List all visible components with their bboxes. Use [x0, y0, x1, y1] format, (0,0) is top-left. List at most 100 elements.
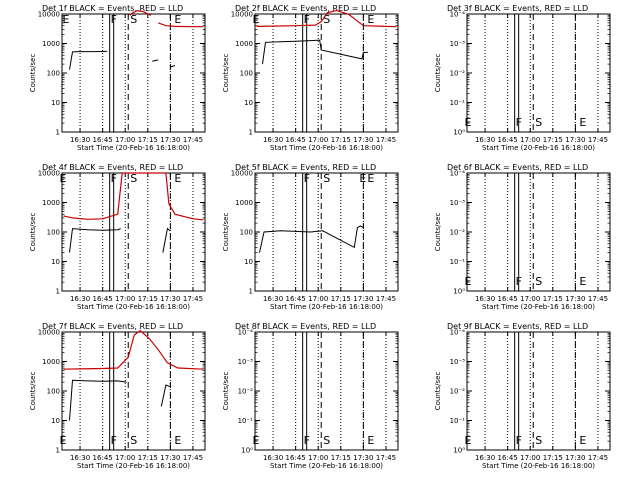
- events-series-line: [69, 227, 171, 253]
- x-tick-label: 17:15: [331, 295, 351, 303]
- x-tick-label: 16:30: [475, 295, 495, 303]
- y-tick-label: 1: [249, 288, 253, 296]
- x-axis-label: Start Time (20-Feb-16 16:18:00): [270, 303, 383, 311]
- x-tick-label: 17:30: [353, 136, 373, 144]
- x-axis-label: Start Time (20-Feb-16 16:18:00): [482, 303, 595, 311]
- x-tick-label: 17:00: [308, 136, 328, 144]
- detector-panel-9: Det 9f BLACK = Events, RED = LLD 10⁰ 10⁻¹ 1…: [434, 322, 611, 470]
- y-tick-label: 10⁻¹: [450, 258, 466, 266]
- detector-panel-7: Det 7f BLACK = Events, RED = LLD 1 10 100 10…: [29, 322, 206, 470]
- eclipse-label: E: [174, 434, 181, 447]
- x-tick-label: 17:30: [565, 136, 585, 144]
- x-tick-label: 16:30: [263, 136, 283, 144]
- y-tick-label: 10⁻⁴: [238, 329, 254, 337]
- x-tick-label: 17:45: [376, 136, 396, 144]
- plot-frame: [254, 13, 399, 133]
- x-tick-label: 17:15: [543, 295, 563, 303]
- saa-label: S: [323, 172, 330, 185]
- y-axis-label: Counts/sec: [222, 213, 230, 252]
- y-tick-label: 1000: [42, 199, 60, 207]
- x-tick-label: 17:00: [115, 136, 135, 144]
- x-tick-label: 16:30: [70, 295, 90, 303]
- y-tick-label: 10⁻¹: [238, 417, 254, 425]
- x-tick-label: 17:45: [588, 454, 608, 462]
- y-axis-label: Counts/sec: [222, 54, 230, 93]
- y-tick-label: 10: [51, 99, 60, 107]
- y-tick-label: 10⁻²: [450, 229, 466, 237]
- x-tick-label: 17:30: [160, 136, 180, 144]
- eclipse-label: E: [579, 116, 586, 129]
- events-series-line: [259, 225, 364, 253]
- x-tick-label: 16:45: [286, 454, 306, 462]
- eclipse-label: E: [60, 172, 67, 185]
- x-tick-label: 16:45: [498, 454, 518, 462]
- x-tick-label: 17:00: [520, 136, 540, 144]
- flare-label: F: [516, 275, 522, 288]
- plot-frame: [466, 331, 611, 451]
- x-tick-label: 17:15: [543, 136, 563, 144]
- eclipse-label: E: [174, 172, 181, 185]
- y-tick-label: 1: [56, 129, 60, 137]
- panel-title: Det 9f BLACK = Events, RED = LLD: [447, 322, 588, 331]
- lld-series-line: [63, 172, 204, 221]
- plot-frame: [254, 331, 399, 451]
- x-tick-label: 17:00: [308, 295, 328, 303]
- y-tick-label: 10: [244, 99, 253, 107]
- y-tick-label: 10000: [38, 11, 60, 19]
- y-tick-label: 10⁻²: [450, 70, 466, 78]
- y-axis-label: Counts/sec: [29, 213, 37, 252]
- plot-frame: [61, 13, 206, 133]
- detector-panel-2: Det 2f BLACK = Events, RED = LLD 1 10 100 10…: [222, 4, 399, 152]
- eclipse-label: E: [174, 13, 181, 26]
- y-tick-label: 10⁰: [453, 447, 465, 455]
- y-tick-label: 100: [240, 229, 253, 237]
- y-tick-label: 10⁻¹: [450, 417, 466, 425]
- x-tick-label: 17:45: [183, 136, 203, 144]
- plot-frame: [466, 172, 611, 292]
- x-tick-label: 17:00: [520, 295, 540, 303]
- y-axis-label: Counts/sec: [29, 54, 37, 93]
- eclipse-label: E: [367, 13, 374, 26]
- x-tick-label: 17:45: [588, 136, 608, 144]
- panel-title: Det 1f BLACK = Events, RED = LLD: [42, 4, 183, 13]
- x-tick-label: 17:30: [565, 295, 585, 303]
- flare-label: F: [111, 13, 117, 26]
- x-tick-label: 17:30: [353, 295, 373, 303]
- x-tick-label: 17:00: [115, 295, 135, 303]
- x-axis-label: Start Time (20-Feb-16 16:18:00): [270, 462, 383, 470]
- flare-label: F: [516, 116, 522, 129]
- x-axis-label: Start Time (20-Feb-16 16:18:00): [77, 144, 190, 152]
- events-series-line: [262, 39, 368, 65]
- y-tick-label: 10⁻⁴: [450, 329, 466, 337]
- flare-label: F: [111, 172, 117, 185]
- eclipse-label: E: [253, 434, 260, 447]
- x-tick-label: 17:15: [543, 454, 563, 462]
- x-tick-label: 17:30: [160, 295, 180, 303]
- eclipse-label: E: [359, 172, 366, 185]
- panel-title: Det 4f BLACK = Events, RED = LLD: [42, 163, 183, 172]
- panel-title: Det 8f BLACK = Events, RED = LLD: [235, 322, 376, 331]
- saa-label: S: [130, 434, 137, 447]
- panel-title: Det 6f BLACK = Events, RED = LLD: [447, 163, 588, 172]
- y-tick-label: 10000: [231, 170, 253, 178]
- y-tick-label: 100: [240, 70, 253, 78]
- saa-label: S: [535, 116, 542, 129]
- x-tick-label: 17:00: [520, 454, 540, 462]
- plot-frame: [254, 172, 399, 292]
- y-tick-label: 1000: [235, 40, 253, 48]
- saa-label: S: [535, 434, 542, 447]
- lld-series-line: [129, 9, 204, 28]
- flare-label: F: [516, 434, 522, 447]
- eclipse-label: E: [465, 116, 472, 129]
- detector-panel-6: Det 6f BLACK = Events, RED = LLD 10⁰ 10⁻¹ 1…: [434, 163, 611, 311]
- lld-series-line: [256, 9, 397, 28]
- x-tick-label: 17:15: [138, 295, 158, 303]
- y-axis-label: Counts/sec: [434, 213, 442, 252]
- x-tick-label: 16:30: [475, 454, 495, 462]
- y-axis-label: Counts/sec: [434, 372, 442, 411]
- x-tick-label: 16:30: [70, 454, 90, 462]
- x-tick-label: 16:45: [498, 136, 518, 144]
- x-tick-label: 17:00: [115, 454, 135, 462]
- x-tick-label: 16:30: [263, 454, 283, 462]
- y-tick-label: 1000: [42, 358, 60, 366]
